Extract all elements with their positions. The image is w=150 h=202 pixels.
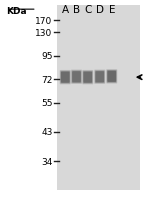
Text: D: D [96, 5, 104, 15]
FancyBboxPatch shape [60, 71, 70, 84]
Text: 43: 43 [41, 128, 52, 137]
FancyBboxPatch shape [107, 71, 116, 82]
Text: B: B [73, 5, 80, 15]
FancyBboxPatch shape [61, 72, 70, 83]
Text: C: C [84, 5, 92, 15]
FancyBboxPatch shape [94, 70, 105, 84]
FancyBboxPatch shape [60, 71, 71, 85]
Text: A: A [62, 5, 69, 15]
FancyBboxPatch shape [72, 72, 81, 83]
FancyBboxPatch shape [57, 6, 140, 190]
FancyBboxPatch shape [107, 71, 117, 83]
Text: 130: 130 [35, 29, 52, 38]
FancyBboxPatch shape [83, 72, 92, 83]
FancyBboxPatch shape [95, 71, 105, 84]
Text: KDa: KDa [6, 7, 27, 16]
FancyBboxPatch shape [71, 70, 82, 84]
Text: 170: 170 [35, 17, 52, 26]
FancyBboxPatch shape [82, 71, 93, 85]
FancyBboxPatch shape [72, 71, 81, 84]
FancyBboxPatch shape [83, 71, 93, 84]
FancyBboxPatch shape [106, 70, 117, 84]
Text: 34: 34 [41, 157, 52, 166]
Text: 72: 72 [41, 75, 52, 84]
Text: 55: 55 [41, 99, 52, 107]
Text: E: E [108, 5, 115, 15]
Text: 95: 95 [41, 52, 52, 61]
FancyBboxPatch shape [95, 72, 104, 83]
